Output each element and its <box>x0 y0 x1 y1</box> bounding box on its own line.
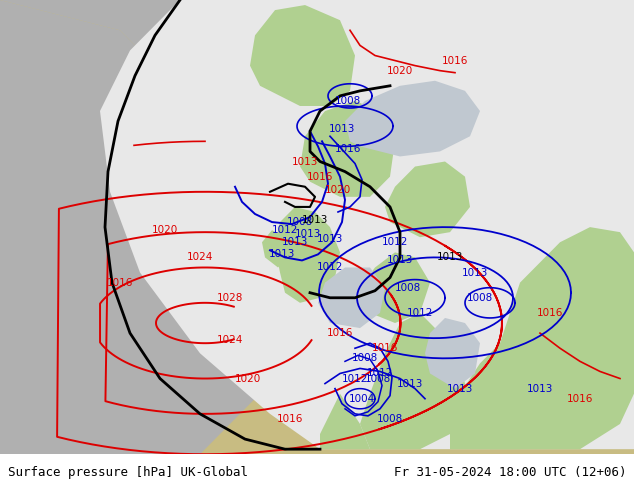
Text: 1012: 1012 <box>342 373 368 384</box>
Polygon shape <box>262 230 288 268</box>
Text: 1020: 1020 <box>387 66 413 75</box>
Text: 1016: 1016 <box>327 328 353 338</box>
Text: 1008: 1008 <box>395 283 421 293</box>
Text: 1013: 1013 <box>317 234 343 244</box>
Text: 1016: 1016 <box>277 414 303 424</box>
Text: 1016: 1016 <box>442 55 468 66</box>
Text: 1016: 1016 <box>307 172 333 182</box>
Text: Fr 31-05-2024 18:00 UTC (12+06): Fr 31-05-2024 18:00 UTC (12+06) <box>394 466 626 479</box>
Polygon shape <box>360 252 430 323</box>
Polygon shape <box>345 81 480 156</box>
Polygon shape <box>300 101 395 197</box>
Text: 1008: 1008 <box>467 293 493 303</box>
Text: 1008: 1008 <box>335 96 361 106</box>
Text: 1012: 1012 <box>272 225 298 235</box>
Text: 1013: 1013 <box>292 156 318 167</box>
Text: 1013: 1013 <box>329 124 355 134</box>
Text: 1013: 1013 <box>295 229 321 239</box>
Text: 1013: 1013 <box>447 384 473 393</box>
Polygon shape <box>0 0 300 454</box>
Text: 1004: 1004 <box>349 393 375 404</box>
Text: 1013: 1013 <box>527 384 553 393</box>
Text: 1013: 1013 <box>437 252 463 263</box>
Text: 1012: 1012 <box>382 237 408 247</box>
Text: 1020: 1020 <box>325 185 351 195</box>
Polygon shape <box>318 268 385 328</box>
Text: 1016: 1016 <box>567 393 593 404</box>
Text: 1024: 1024 <box>217 335 243 345</box>
Polygon shape <box>360 313 470 449</box>
Text: 1016: 1016 <box>335 145 361 154</box>
Polygon shape <box>425 318 480 389</box>
Text: 1013: 1013 <box>281 237 308 247</box>
Text: 1016: 1016 <box>107 278 133 288</box>
Polygon shape <box>490 227 634 449</box>
Text: 1028: 1028 <box>217 293 243 303</box>
Polygon shape <box>100 0 634 449</box>
Polygon shape <box>450 343 550 449</box>
Text: 1013: 1013 <box>302 215 328 225</box>
Text: 1008: 1008 <box>365 373 391 384</box>
Text: 1024: 1024 <box>187 252 213 263</box>
Text: 1008: 1008 <box>287 217 313 227</box>
Polygon shape <box>320 393 370 449</box>
Text: 1020: 1020 <box>235 373 261 384</box>
Polygon shape <box>385 162 470 237</box>
Text: 1008: 1008 <box>352 353 378 364</box>
Text: 1013: 1013 <box>269 249 295 259</box>
Text: 1013: 1013 <box>397 379 423 389</box>
Text: Surface pressure [hPa] UK-Global: Surface pressure [hPa] UK-Global <box>8 466 248 479</box>
Text: 1012: 1012 <box>407 308 433 318</box>
Text: 1016: 1016 <box>372 343 398 353</box>
Text: 1008: 1008 <box>377 414 403 424</box>
Text: 1016: 1016 <box>537 308 563 318</box>
Text: 1013: 1013 <box>387 255 413 266</box>
Text: 1012: 1012 <box>367 368 393 378</box>
Text: 1013: 1013 <box>462 268 488 277</box>
Polygon shape <box>250 5 355 106</box>
Polygon shape <box>0 0 490 303</box>
Polygon shape <box>275 207 340 303</box>
Text: 1020: 1020 <box>152 225 178 235</box>
Text: 1012: 1012 <box>317 263 343 272</box>
